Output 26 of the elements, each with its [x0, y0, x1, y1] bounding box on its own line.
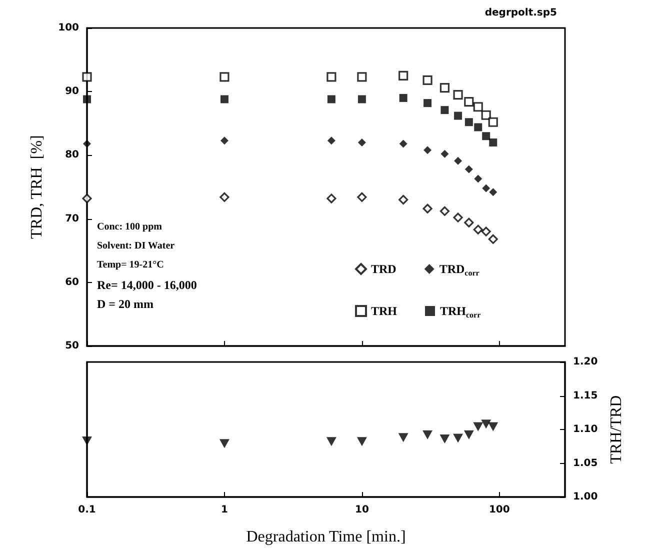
y-tick-label: 70: [65, 213, 80, 224]
y2-tick-label: 1.05: [573, 458, 598, 469]
y-tick-label: 100: [58, 22, 80, 34]
y-tick-label: 60: [65, 276, 80, 288]
legend-label: TRD: [371, 262, 397, 276]
annotation: Re= 14,000 - 16,000: [97, 278, 197, 292]
x-axis-title: Degradation Time [min.]: [246, 528, 406, 546]
y-axis-title: TRD, TRH [%]: [28, 135, 46, 239]
y2-tick-label: 1.00: [573, 492, 598, 502]
x-tick-label: 0.1: [78, 504, 96, 516]
x-tick-label: 100: [488, 504, 510, 516]
text: degrpolt.sp5: [484, 8, 558, 18]
annotation: Conc: 100 ppm: [97, 222, 163, 232]
y-tick-label: 80: [65, 150, 80, 161]
legend-label: TRH: [371, 304, 398, 318]
annotation: Temp= 19-21°C: [97, 260, 164, 270]
x-tick-label: 1: [220, 504, 228, 516]
annotation: Solvent: DI Water: [97, 240, 176, 252]
y2-axis-title: TRH/TRD: [608, 395, 626, 464]
x-tick-label: 10: [354, 504, 369, 516]
annotation: D = 20 mm: [97, 297, 154, 311]
y2-tick-label: 1.20: [573, 356, 598, 368]
y2-tick-label: 1.10: [573, 424, 598, 435]
y2-tick-label: 1.15: [573, 390, 598, 402]
y-tick-label: 50: [65, 340, 80, 352]
y-tick-label: 90: [65, 86, 80, 98]
